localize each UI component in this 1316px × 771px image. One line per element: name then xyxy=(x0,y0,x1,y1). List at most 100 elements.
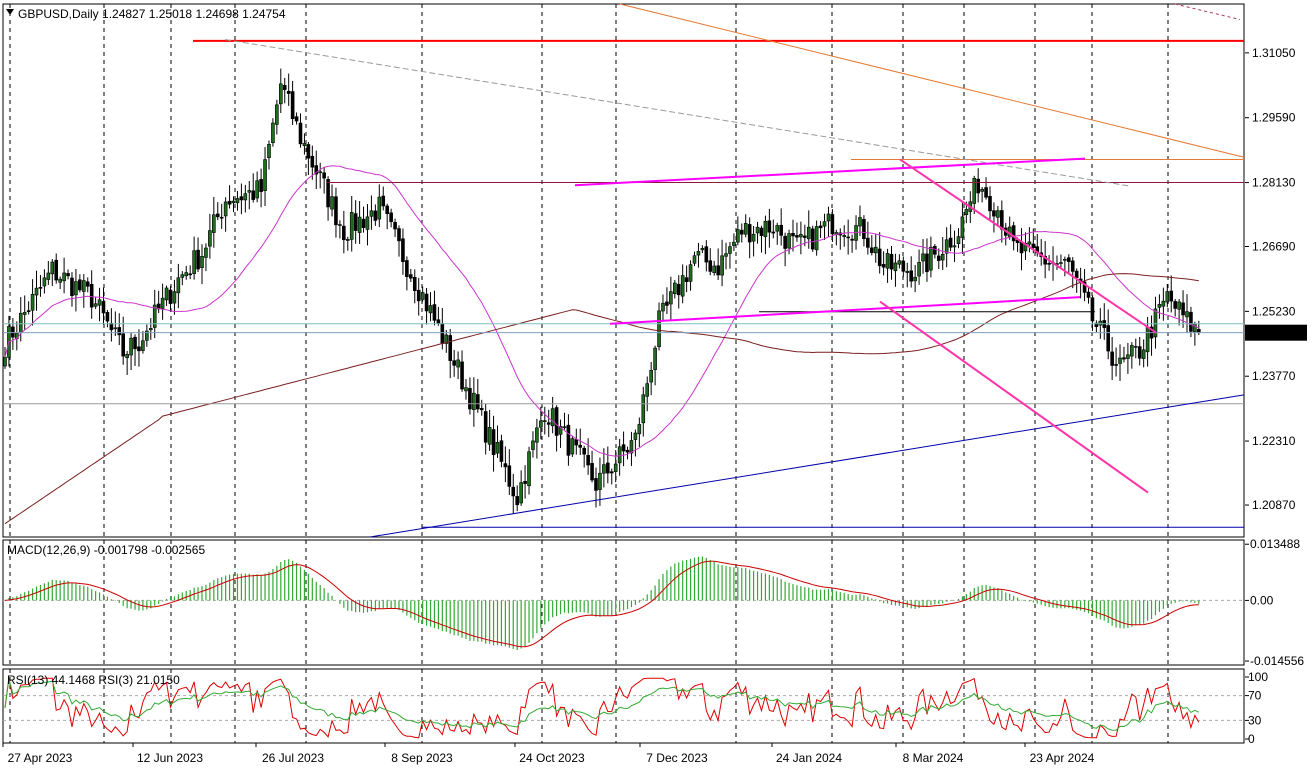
candle-body xyxy=(779,224,783,236)
candle-body xyxy=(1130,345,1134,357)
candle-body xyxy=(231,200,236,204)
candle-body xyxy=(669,291,673,305)
candle-body xyxy=(720,255,724,276)
candle-body xyxy=(936,255,941,261)
candle-body xyxy=(456,359,460,368)
candle-body xyxy=(688,264,693,282)
candle-body xyxy=(204,247,208,258)
candle-body xyxy=(708,260,713,272)
candle-body xyxy=(215,213,220,218)
candle-body xyxy=(1110,351,1114,366)
candle-body xyxy=(1090,297,1095,322)
candle-body xyxy=(188,273,192,276)
date-label: 24 Oct 2023 xyxy=(519,751,585,765)
candle-body xyxy=(353,213,358,231)
candle-body xyxy=(1114,364,1118,366)
candle-body xyxy=(495,442,500,454)
candle-body xyxy=(542,420,547,422)
candle-body xyxy=(62,272,66,282)
date-label: 8 Mar 2024 xyxy=(903,751,964,765)
candle-body xyxy=(535,427,539,443)
candle-body xyxy=(609,471,614,474)
candle-body xyxy=(377,196,382,220)
candle-body xyxy=(342,225,346,241)
candle-body xyxy=(148,328,153,331)
candle-body xyxy=(275,104,279,125)
candle-body xyxy=(783,235,787,249)
candle-body xyxy=(917,262,921,277)
candle-body xyxy=(704,246,709,263)
candle-body xyxy=(314,165,319,175)
candle-body xyxy=(613,463,618,472)
candle-body xyxy=(223,201,228,217)
candle-body xyxy=(925,253,929,273)
candle-body xyxy=(436,319,441,324)
current-price-label: 1.24754 xyxy=(1252,326,1296,340)
candle-body xyxy=(176,277,181,294)
candle-body xyxy=(519,482,523,504)
candle-body xyxy=(511,486,516,497)
candle-body xyxy=(499,440,504,462)
candle-body xyxy=(972,177,977,204)
triangle-down-icon[interactable] xyxy=(6,9,14,15)
candle-body xyxy=(428,305,433,314)
candle-body xyxy=(259,179,263,192)
candle-body xyxy=(212,214,216,233)
candle-body xyxy=(141,340,145,351)
candle-body xyxy=(385,205,389,215)
candle-body xyxy=(109,322,114,331)
candle-body xyxy=(105,312,110,322)
candle-body xyxy=(38,287,43,289)
candle-body xyxy=(629,440,634,454)
candle-body xyxy=(889,253,894,270)
candle-body xyxy=(905,270,910,273)
candle-body xyxy=(168,289,173,304)
candle-body xyxy=(830,214,835,235)
candle-body xyxy=(846,236,850,239)
candle-body xyxy=(598,472,602,490)
rsi-tick-label: 30 xyxy=(1248,713,1262,727)
candle-body xyxy=(909,270,914,282)
date-label: 7 Dec 2023 xyxy=(646,751,708,765)
candle-body xyxy=(294,116,299,122)
candle-body xyxy=(755,226,760,234)
candle-body xyxy=(401,238,405,262)
candle-body xyxy=(74,281,78,296)
candle-body xyxy=(684,277,689,282)
candle-body xyxy=(736,229,740,243)
candle-body xyxy=(759,227,764,236)
candle-body xyxy=(1082,281,1087,293)
candle-body xyxy=(483,411,488,443)
rsi-fast-line xyxy=(4,677,1200,739)
magenta-lower-line xyxy=(609,296,1081,325)
candle-body xyxy=(389,212,393,223)
candle-body xyxy=(66,273,70,277)
candle-body xyxy=(739,229,744,235)
candle-body xyxy=(1137,346,1142,359)
candle-body xyxy=(901,260,906,272)
candle-body xyxy=(558,426,563,435)
candle-body xyxy=(625,449,630,453)
candle-body xyxy=(318,171,323,174)
candle-body xyxy=(412,276,417,291)
candle-body xyxy=(822,221,827,227)
candle-body xyxy=(1161,300,1166,307)
candle-body xyxy=(885,253,890,269)
candle-body xyxy=(432,304,437,321)
price-tick-label: 1.25230 xyxy=(1252,304,1296,318)
candle-body xyxy=(1086,291,1091,298)
candles-group xyxy=(3,68,1201,514)
candle-body xyxy=(775,225,780,232)
rsi-pane xyxy=(2,668,1245,744)
candle-body xyxy=(125,353,129,359)
candle-body xyxy=(97,299,102,306)
candle-body xyxy=(590,463,594,481)
candle-body xyxy=(322,172,326,179)
candle-body xyxy=(235,198,240,204)
candle-body xyxy=(862,219,866,240)
candle-body xyxy=(381,195,386,207)
candle-body xyxy=(361,218,366,228)
candle-body xyxy=(278,83,283,105)
candle-body xyxy=(1106,325,1110,352)
